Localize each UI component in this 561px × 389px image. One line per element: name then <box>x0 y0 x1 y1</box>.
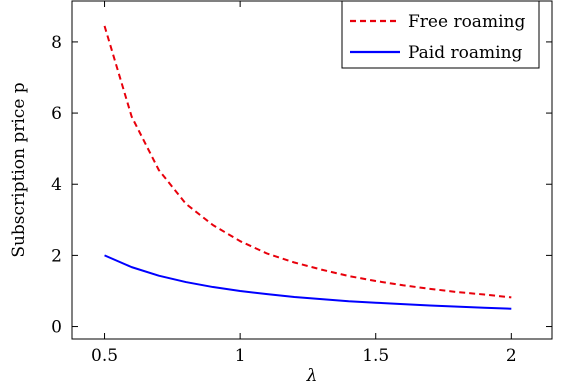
series-layer <box>103 25 512 310</box>
y-tick-label: 2 <box>51 246 62 266</box>
tick-labels: 0.5 1 1.5 2 0 2 4 6 8 <box>51 33 517 366</box>
x-tick-label: 1 <box>235 346 246 366</box>
y-tick-label: 8 <box>51 33 62 53</box>
tick-marks <box>72 1 552 339</box>
y-tick-label: 0 <box>51 318 62 338</box>
y-tick-label: 4 <box>51 175 62 195</box>
plot-frame <box>71 0 553 340</box>
legend-label-paid-roaming: Paid roaming <box>408 43 523 63</box>
x-tick-label: 2 <box>506 346 517 366</box>
y-axis-label: Subscription price p <box>9 82 29 257</box>
series-line-paid-roaming <box>104 254 512 310</box>
x-axis-label: λ <box>306 366 318 386</box>
legend-box <box>341 0 540 69</box>
series-line-free-roaming <box>103 25 512 299</box>
legend-label-free-roaming: Free roaming <box>408 12 525 32</box>
x-tick-label: 1.5 <box>362 346 389 366</box>
x-tick-label: 0.5 <box>91 346 118 366</box>
legend: Free roaming Paid roaming <box>341 0 540 69</box>
y-tick-label: 6 <box>51 104 62 124</box>
